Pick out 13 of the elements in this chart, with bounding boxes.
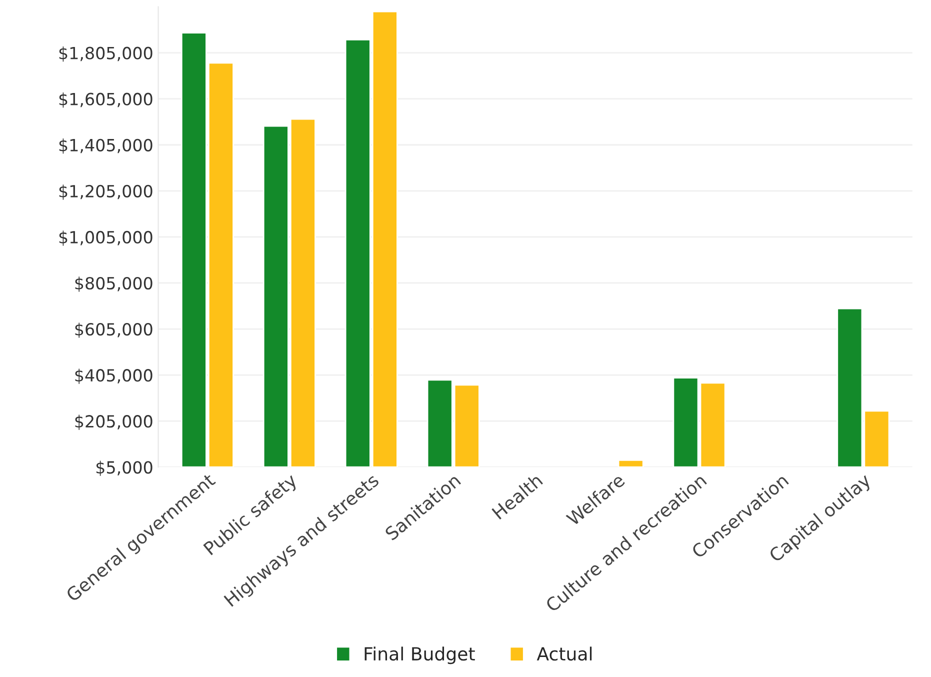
y-tick-label: $805,000 (75, 276, 152, 292)
legend-label: Final Budget (364, 646, 475, 664)
y-tick-label: $1,405,000 (59, 138, 152, 154)
y-tick-label: $1,205,000 (59, 184, 152, 200)
y-tick-label: $605,000 (75, 322, 152, 338)
bar (618, 460, 644, 468)
legend-label: Actual (536, 646, 592, 661)
y-tick-label: $205,000 (75, 414, 152, 430)
y-tick-label: $1,605,000 (59, 92, 152, 108)
y-tick-label: $405,000 (75, 368, 152, 384)
y-tick-label: $1,005,000 (59, 230, 152, 246)
y-tick-label: $1,805,000 (59, 46, 152, 62)
y-tick-label: $5,000 (96, 460, 152, 476)
